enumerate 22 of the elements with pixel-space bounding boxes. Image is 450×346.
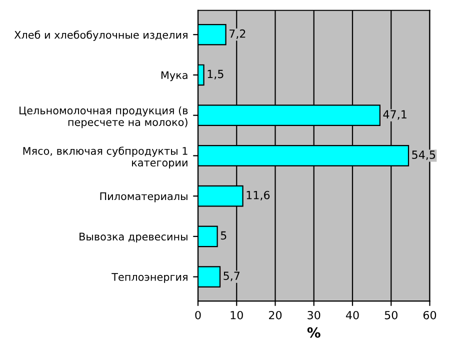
y-tick-label: Вывозка древесины	[80, 232, 188, 243]
x-tick-label: 10	[230, 310, 243, 320]
y-tick-label: Хлеб и хлебобулочные изделия	[14, 30, 188, 41]
y-tick-label: Цельномолочная продукция (в пересчете на молоко)	[20, 106, 188, 128]
x-tick-label: 40	[346, 310, 359, 320]
data-label: 54,5	[412, 150, 436, 160]
y-tick-label: Мясо, включая субпродукты 1 категории	[23, 146, 188, 169]
y-tick-label: Мука	[161, 71, 188, 82]
data-label: 1,5	[208, 70, 224, 80]
x-tick-label: 60	[423, 310, 436, 320]
x-axis-title: %	[307, 327, 320, 338]
data-label: 47,1	[383, 110, 406, 120]
y-tick-label: Теплоэнергия	[112, 273, 188, 283]
data-label: 11,6	[246, 190, 270, 200]
data-label: 5,7	[224, 272, 240, 282]
y-tick-label: Пиломатериалы	[100, 192, 188, 202]
data-label: 5	[220, 231, 226, 240]
data-label: 7,2	[230, 29, 246, 39]
x-tick-label: 50	[384, 310, 398, 320]
x-tick-label: 0	[195, 310, 201, 320]
x-tick-label: 30	[308, 310, 320, 320]
x-tick-label: 20	[268, 310, 282, 320]
